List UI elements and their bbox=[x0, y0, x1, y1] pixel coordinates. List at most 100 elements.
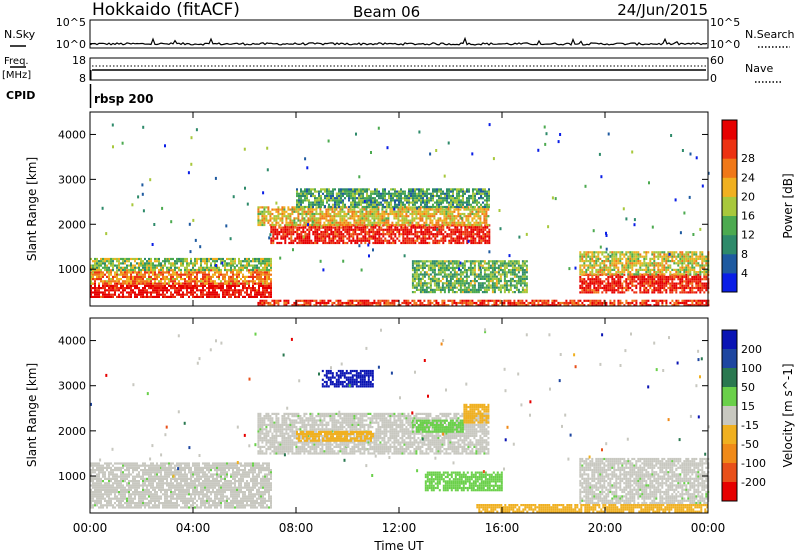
velocity-region bbox=[321, 369, 374, 388]
velocity-panel: 1000 2000 3000 4000 00:00 04:00 08:00 12:00 16:0… bbox=[25, 317, 795, 535]
colorbar-frame bbox=[721, 119, 738, 293]
power-region bbox=[90, 282, 272, 298]
colorbar-segment bbox=[722, 215, 737, 236]
velocity-region bbox=[579, 457, 710, 505]
y-tick-label: 4000 bbox=[58, 128, 86, 141]
x-tick-label: 04:00 bbox=[176, 521, 211, 535]
cpid-row: CPID rbsp 200 bbox=[6, 84, 153, 108]
x-tick-label: 00:00 bbox=[73, 521, 108, 535]
x-tick-label: 12:00 bbox=[382, 521, 417, 535]
velocity-region bbox=[90, 462, 272, 509]
x-axis-label: Time UT bbox=[373, 539, 424, 553]
velocity-speckles bbox=[90, 328, 710, 478]
noise-left-tick-top: 10^5 bbox=[56, 16, 86, 29]
date-title: 24/Jun/2015 bbox=[617, 1, 708, 19]
colorbar-segment bbox=[722, 482, 737, 502]
colorbar-tick-label: 200 bbox=[741, 343, 762, 356]
colorbar-segment bbox=[722, 272, 737, 293]
power-region bbox=[270, 224, 491, 245]
colorbar-frame bbox=[721, 329, 738, 502]
colorbar-segment bbox=[722, 253, 737, 274]
noise-right-tick-top: 10^5 bbox=[710, 16, 740, 29]
colorbar-tick-label: -15 bbox=[741, 419, 759, 432]
colorbar-segment bbox=[722, 158, 737, 178]
freq-left-tick-top: 18 bbox=[72, 54, 86, 67]
colorbar-segment bbox=[722, 177, 737, 197]
velocity-region bbox=[424, 471, 503, 492]
noise-right-tick-bottom: 10^0 bbox=[710, 38, 740, 51]
colorbar-tick-label: -100 bbox=[741, 457, 766, 470]
x-tick-label: 08:00 bbox=[279, 521, 314, 535]
y-tick-label: 3000 bbox=[58, 173, 86, 186]
colorbar-tick-label: -200 bbox=[741, 476, 766, 489]
power-panel: 1000 2000 3000 4000 Slant Range [km] 4 8 12 16… bbox=[25, 111, 795, 307]
y-tick-label: 4000 bbox=[58, 335, 86, 348]
x-tick-label: 00:00 bbox=[691, 521, 726, 535]
station-title: Hokkaido (fitACF) bbox=[92, 0, 240, 20]
colorbar-tick-label: 8 bbox=[741, 248, 748, 261]
beam-title: Beam 06 bbox=[353, 3, 420, 21]
colorbar-tick-label: 20 bbox=[741, 190, 755, 203]
power-region bbox=[257, 206, 490, 227]
colorbar-segment bbox=[722, 234, 737, 255]
colorbar-segment bbox=[722, 444, 737, 464]
freq-right-label: Nave bbox=[745, 62, 773, 75]
colorbar-segment bbox=[722, 330, 737, 350]
freq-right-tick-bottom: 0 bbox=[710, 72, 717, 85]
power-region bbox=[579, 251, 710, 276]
colorbar-tick-label: 15 bbox=[741, 400, 755, 413]
colorbar-segment bbox=[722, 196, 737, 216]
freq-left-tick-bottom: 8 bbox=[79, 72, 86, 85]
power-region bbox=[411, 260, 528, 294]
power-speckles bbox=[101, 123, 710, 272]
cpid-label: CPID bbox=[6, 89, 35, 102]
velocity-region bbox=[463, 403, 490, 424]
colorbar-segment bbox=[722, 406, 737, 426]
colorbar-segment bbox=[722, 349, 737, 369]
freq-left-label: Freq. bbox=[4, 56, 29, 67]
y-tick-label: 3000 bbox=[58, 380, 86, 393]
colorbar-tick-label: 16 bbox=[741, 210, 755, 223]
noise-trace-line bbox=[90, 36, 708, 46]
y-tick-label: 2000 bbox=[58, 425, 86, 438]
colorbar-segment bbox=[722, 120, 737, 140]
y-tick-label: 1000 bbox=[58, 470, 86, 483]
colorbar-tick-label: 28 bbox=[741, 152, 755, 165]
power-region bbox=[90, 257, 272, 272]
x-tick-label: 20:00 bbox=[588, 521, 623, 535]
noise-left-label: N.Sky bbox=[4, 28, 36, 41]
power-ylabel: Slant Range [km] bbox=[25, 157, 39, 261]
y-tick-label: 2000 bbox=[58, 218, 86, 231]
velocity-region bbox=[296, 430, 374, 442]
colorbar-tick-label: 100 bbox=[741, 362, 762, 375]
colorbar-tick-label: 4 bbox=[741, 267, 748, 280]
power-region bbox=[257, 299, 710, 307]
freq-left-unit: [MHz] bbox=[2, 70, 31, 81]
noise-right-label: N.Search bbox=[745, 28, 795, 41]
velocity-ylabel: Slant Range [km] bbox=[25, 363, 39, 467]
x-tick-label: 16:00 bbox=[485, 521, 520, 535]
colorbar-tick-label: 24 bbox=[741, 171, 755, 184]
colorbar-tick-label: -50 bbox=[741, 438, 759, 451]
colorbar-segment bbox=[722, 368, 737, 388]
y-tick-label: 1000 bbox=[58, 263, 86, 276]
colorbar-segment bbox=[722, 425, 737, 445]
noise-panel: N.Sky 10^5 10^0 10^5 10^0 N.Search bbox=[4, 16, 795, 51]
colorbar-segment bbox=[722, 463, 737, 483]
colorbar-label: Velocity [m s^-1] bbox=[781, 363, 795, 467]
colorbar-segment bbox=[722, 387, 737, 407]
velocity-region bbox=[411, 419, 464, 433]
noise-left-tick-bottom: 10^0 bbox=[56, 38, 86, 51]
velocity-region bbox=[476, 504, 709, 513]
colorbar-tick-label: 50 bbox=[741, 381, 755, 394]
colorbar-segment bbox=[722, 139, 737, 159]
colorbar-tick-label: 12 bbox=[741, 229, 755, 242]
cpid-program: rbsp 200 bbox=[94, 92, 153, 106]
freq-panel: Freq. [MHz] 18 8 60 0 Nave bbox=[2, 54, 782, 85]
velocity-heatmap bbox=[90, 328, 710, 513]
power-heatmap bbox=[90, 123, 710, 307]
power-region bbox=[90, 269, 272, 285]
power-region bbox=[296, 188, 490, 209]
freq-right-tick-top: 60 bbox=[710, 54, 724, 67]
